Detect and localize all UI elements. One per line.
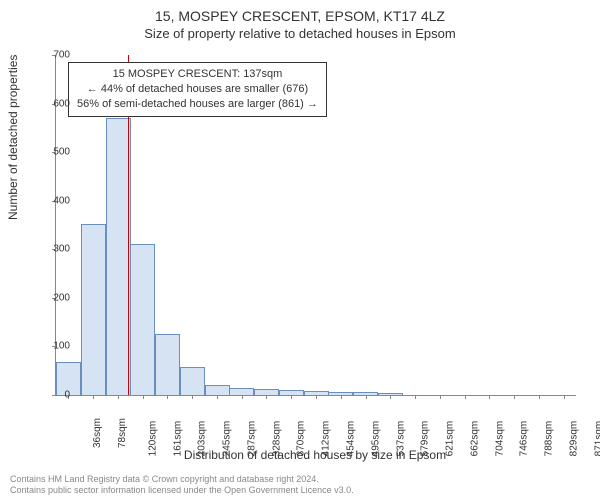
histogram-bar bbox=[130, 244, 155, 395]
footer-attribution: Contains HM Land Registry data © Crown c… bbox=[10, 474, 354, 497]
x-tick-label: 120sqm bbox=[148, 421, 159, 457]
footer-line-2: Contains public sector information licen… bbox=[10, 485, 354, 496]
x-tick-label: 746sqm bbox=[519, 421, 530, 457]
x-tick-mark bbox=[539, 395, 540, 399]
y-tick-label: 600 bbox=[40, 98, 70, 109]
y-tick-label: 700 bbox=[40, 50, 70, 61]
info-line-3: 56% of semi-detached houses are larger (… bbox=[77, 97, 318, 112]
x-tick-label: 328sqm bbox=[271, 421, 282, 457]
histogram-bar bbox=[205, 385, 230, 395]
y-tick-label: 100 bbox=[40, 341, 70, 352]
y-tick-label: 0 bbox=[40, 390, 70, 401]
info-line-2: ← 44% of detached houses are smaller (67… bbox=[77, 82, 318, 97]
x-tick-mark bbox=[390, 395, 391, 399]
x-tick-label: 245sqm bbox=[222, 421, 233, 457]
y-tick-label: 400 bbox=[40, 195, 70, 206]
x-tick-label: 788sqm bbox=[544, 421, 555, 457]
x-tick-mark bbox=[316, 395, 317, 399]
page-title: 15, MOSPEY CRESCENT, EPSOM, KT17 4LZ bbox=[0, 0, 600, 24]
histogram-bar bbox=[378, 393, 403, 395]
y-tick-label: 200 bbox=[40, 292, 70, 303]
chart-container: 15, MOSPEY CRESCENT, EPSOM, KT17 4LZ Siz… bbox=[0, 0, 600, 500]
x-tick-label: 203sqm bbox=[197, 421, 208, 457]
x-tick-mark bbox=[217, 395, 218, 399]
x-tick-label: 621sqm bbox=[445, 421, 456, 457]
y-tick-label: 500 bbox=[40, 147, 70, 158]
x-tick-mark bbox=[366, 395, 367, 399]
x-tick-mark bbox=[341, 395, 342, 399]
x-tick-mark bbox=[514, 395, 515, 399]
x-tick-label: 495sqm bbox=[370, 421, 381, 457]
x-tick-label: 36sqm bbox=[92, 418, 103, 448]
histogram-bar bbox=[106, 118, 131, 395]
x-tick-mark bbox=[564, 395, 565, 399]
x-tick-label: 871sqm bbox=[593, 421, 600, 457]
x-tick-label: 454sqm bbox=[346, 421, 357, 457]
footer-line-1: Contains HM Land Registry data © Crown c… bbox=[10, 474, 354, 485]
x-tick-label: 579sqm bbox=[420, 421, 431, 457]
info-annotation-box: 15 MOSPEY CRESCENT: 137sqm ← 44% of deta… bbox=[68, 62, 327, 117]
histogram-bar bbox=[328, 392, 353, 395]
x-tick-mark bbox=[291, 395, 292, 399]
histogram-bar bbox=[180, 367, 205, 395]
histogram-bar bbox=[254, 389, 279, 395]
x-tick-label: 287sqm bbox=[247, 421, 258, 457]
x-tick-mark bbox=[192, 395, 193, 399]
x-tick-label: 537sqm bbox=[395, 421, 406, 457]
histogram-bar bbox=[155, 334, 180, 395]
x-tick-mark bbox=[465, 395, 466, 399]
x-tick-mark bbox=[242, 395, 243, 399]
x-tick-mark bbox=[143, 395, 144, 399]
y-tick-label: 300 bbox=[40, 244, 70, 255]
x-tick-label: 704sqm bbox=[494, 421, 505, 457]
histogram-bar bbox=[304, 391, 329, 395]
x-tick-mark bbox=[440, 395, 441, 399]
x-tick-mark bbox=[167, 395, 168, 399]
histogram-bar bbox=[81, 224, 106, 395]
page-subtitle: Size of property relative to detached ho… bbox=[0, 24, 600, 41]
y-axis-label: Number of detached properties bbox=[6, 55, 20, 220]
x-tick-label: 78sqm bbox=[117, 418, 128, 448]
info-line-1: 15 MOSPEY CRESCENT: 137sqm bbox=[77, 67, 318, 82]
x-tick-label: 829sqm bbox=[568, 421, 579, 457]
histogram-bar bbox=[353, 392, 378, 395]
x-tick-label: 662sqm bbox=[469, 421, 480, 457]
histogram-bar bbox=[229, 388, 254, 395]
x-tick-mark bbox=[415, 395, 416, 399]
x-tick-label: 370sqm bbox=[296, 421, 307, 457]
histogram-bar bbox=[279, 390, 304, 395]
x-tick-mark bbox=[93, 395, 94, 399]
x-tick-label: 412sqm bbox=[321, 421, 332, 457]
x-tick-label: 161sqm bbox=[172, 421, 183, 457]
x-tick-mark bbox=[266, 395, 267, 399]
x-tick-mark bbox=[118, 395, 119, 399]
x-tick-mark bbox=[489, 395, 490, 399]
